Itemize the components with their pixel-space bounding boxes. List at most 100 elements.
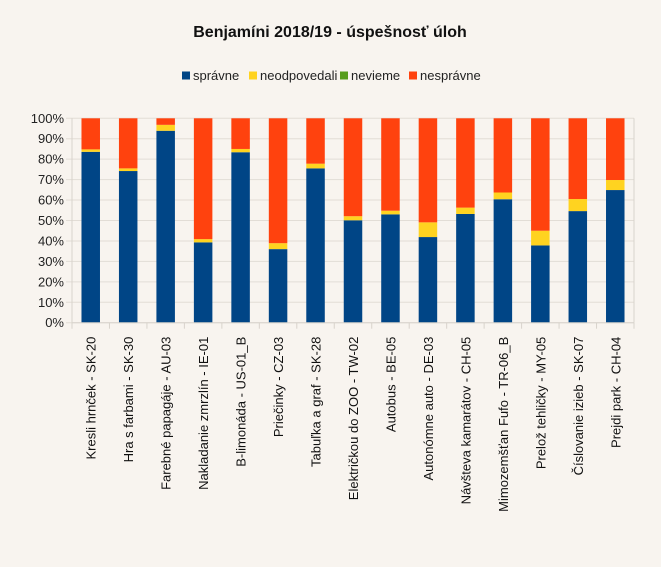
bar-segment-nesprávne (156, 118, 175, 125)
bar-stack (343, 118, 363, 323)
legend-item: správne (182, 68, 239, 83)
bar-segment-správne (568, 211, 588, 323)
bar-segment-neodpovedali (193, 239, 213, 243)
x-category-label: Prelož tehličky - MY-05 (533, 337, 548, 469)
bar-segment-nesprávne (118, 118, 138, 169)
bar-segment-správne (193, 242, 213, 323)
y-tick-label: 80% (38, 152, 64, 167)
bar-stack (456, 118, 475, 323)
legend-label: správne (193, 68, 239, 83)
bar-segment-nesprávne (381, 118, 400, 211)
y-tick-label: 0% (45, 315, 64, 330)
legend-swatch (249, 71, 257, 80)
bar-stack (231, 118, 250, 323)
bar-segment-správne (343, 220, 363, 323)
x-category-label: Prejdi park - CH-04 (608, 337, 623, 448)
bar-segment-správne (456, 213, 475, 323)
bar-stack (118, 118, 138, 323)
bar-stack (306, 118, 325, 323)
bar-segment-nesprávne (343, 118, 363, 217)
legend-item: nevieme (340, 68, 400, 83)
legend-label: nesprávne (420, 68, 481, 83)
axes (71, 118, 635, 329)
bar-segment-správne (306, 168, 325, 323)
bar-stack (493, 118, 513, 323)
bar-segment-neodpovedali (231, 148, 250, 153)
bar-segment-neodpovedali (531, 230, 550, 246)
legend-item: neodpovedali (249, 68, 337, 83)
bar-segment-správne (118, 171, 138, 323)
bar-segment-nesprávne (456, 118, 475, 208)
legend-label: neodpovedali (260, 68, 337, 83)
y-tick-label: 40% (38, 233, 64, 248)
y-tick-label: 70% (38, 172, 64, 187)
bar-segment-správne (156, 130, 175, 323)
bar-segment-neodpovedali (606, 180, 625, 191)
bar-segment-neodpovedali (156, 124, 175, 131)
bar-stack (418, 118, 438, 323)
bar-segment-neodpovedali (306, 163, 325, 169)
bar-segment-nesprávne (268, 118, 288, 244)
bar-stack (568, 118, 588, 323)
bar-stack (381, 118, 400, 323)
bar-segment-neodpovedali (343, 216, 363, 221)
y-axis-ticks: 0% 10% 20% 30% 40% 50% 60% 70% 80% 90% 100% (31, 111, 65, 330)
bar-stack (268, 118, 288, 323)
x-category-label: Električkou do ZOO - TW-02 (346, 337, 361, 501)
y-tick-label: 60% (38, 193, 64, 208)
legend-item: nesprávne (409, 68, 481, 83)
bar-segment-neodpovedali (118, 168, 138, 172)
bar-segment-nesprávne (231, 118, 250, 149)
bar-stack (606, 118, 625, 323)
bar-segment-správne (606, 190, 625, 323)
y-tick-label: 30% (38, 254, 64, 269)
y-tick-label: 100% (31, 111, 65, 126)
bar-segment-neodpovedali (493, 192, 513, 200)
x-category-label: Farebné papagáje - AU-03 (159, 337, 174, 490)
bar-segment-neodpovedali (381, 210, 400, 215)
bar-stack (81, 118, 100, 323)
bar-segment-nesprávne (418, 118, 438, 223)
x-category-label: Priečinky - CZ-03 (271, 337, 286, 437)
x-axis-labels: Kresli hrnček - SK-20 Hra s farbami - SK-… (84, 337, 624, 512)
y-tick-label: 90% (38, 131, 64, 146)
legend-swatch (409, 71, 417, 80)
bar-stack (193, 118, 213, 323)
bar-segment-správne (381, 214, 400, 323)
y-tick-label: 20% (38, 274, 64, 289)
x-category-label: Autonómne auto - DE-03 (421, 337, 436, 481)
bar-segment-správne (531, 245, 550, 323)
bar-segment-správne (418, 237, 438, 323)
x-category-label: Autobus - BE-05 (383, 337, 398, 432)
bar-stack (156, 118, 175, 323)
legend-swatch (340, 71, 348, 80)
x-category-label: Kresli hrnček - SK-20 (84, 337, 99, 460)
x-category-label: Číslovanie izieb - SK-07 (571, 337, 586, 476)
bar-segment-nesprávne (193, 118, 213, 240)
bar-segment-neodpovedali (268, 243, 288, 250)
bars (81, 118, 625, 323)
bar-segment-neodpovedali (418, 222, 438, 238)
bar-segment-nesprávne (606, 118, 625, 181)
x-category-label: Mimozemšťan Fufo - TR-06_B (496, 337, 511, 512)
legend-label: nevieme (351, 68, 400, 83)
y-tick-label: 50% (38, 213, 64, 228)
bar-segment-nesprávne (493, 118, 513, 193)
x-category-label: Tabuľka a graf - SK-28 (309, 337, 324, 467)
chart-title: Benjamíni 2018/19 - úspešnosť úloh (193, 24, 467, 41)
bar-segment-správne (268, 249, 288, 323)
legend-swatch (182, 71, 190, 80)
bar-segment-neodpovedali (456, 207, 475, 214)
x-category-label: Nakladanie zmrzlín - IE-01 (196, 337, 211, 490)
bar-segment-nesprávne (531, 118, 550, 231)
bar-segment-neodpovedali (568, 199, 588, 212)
bar-segment-správne (231, 152, 250, 323)
x-category-label: Hra s farbami - SK-30 (121, 337, 136, 463)
bar-segment-správne (81, 151, 100, 323)
y-tick-label: 10% (38, 295, 64, 310)
bar-segment-nesprávne (568, 118, 588, 200)
x-category-label: Návšteva kamarátov - CH-05 (458, 337, 473, 505)
bar-segment-správne (493, 199, 513, 323)
bar-stack (531, 118, 550, 323)
